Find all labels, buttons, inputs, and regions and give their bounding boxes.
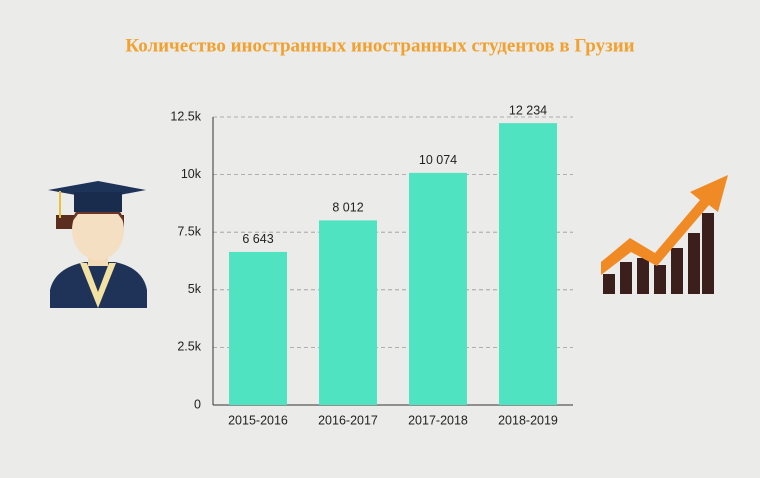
value-label: 10 074 (419, 153, 457, 167)
bar (499, 123, 557, 406)
x-tick-label: 2018-2019 (498, 413, 558, 427)
y-tick-label: 10k (181, 167, 202, 181)
graduate-icon (48, 181, 147, 308)
value-label: 12 234 (509, 103, 547, 117)
y-tick-label: 12.5k (170, 109, 201, 123)
y-tick-label: 2.5k (177, 340, 201, 354)
bar (319, 220, 377, 405)
value-label: 6 643 (242, 232, 273, 246)
chart-title: Количество иностранных иностранных студе… (125, 35, 634, 56)
value-label: 8 012 (332, 201, 363, 215)
y-tick-label: 7.5k (177, 224, 201, 238)
y-tick-label: 0 (194, 397, 201, 411)
bar (409, 172, 467, 405)
y-tick-label: 5k (188, 282, 202, 296)
x-tick-label: 2017-2018 (408, 413, 468, 427)
x-tick-label: 2015-2016 (228, 413, 288, 427)
bar (229, 251, 287, 405)
x-tick-label: 2016-2017 (318, 413, 378, 427)
growth-icon (601, 175, 728, 294)
